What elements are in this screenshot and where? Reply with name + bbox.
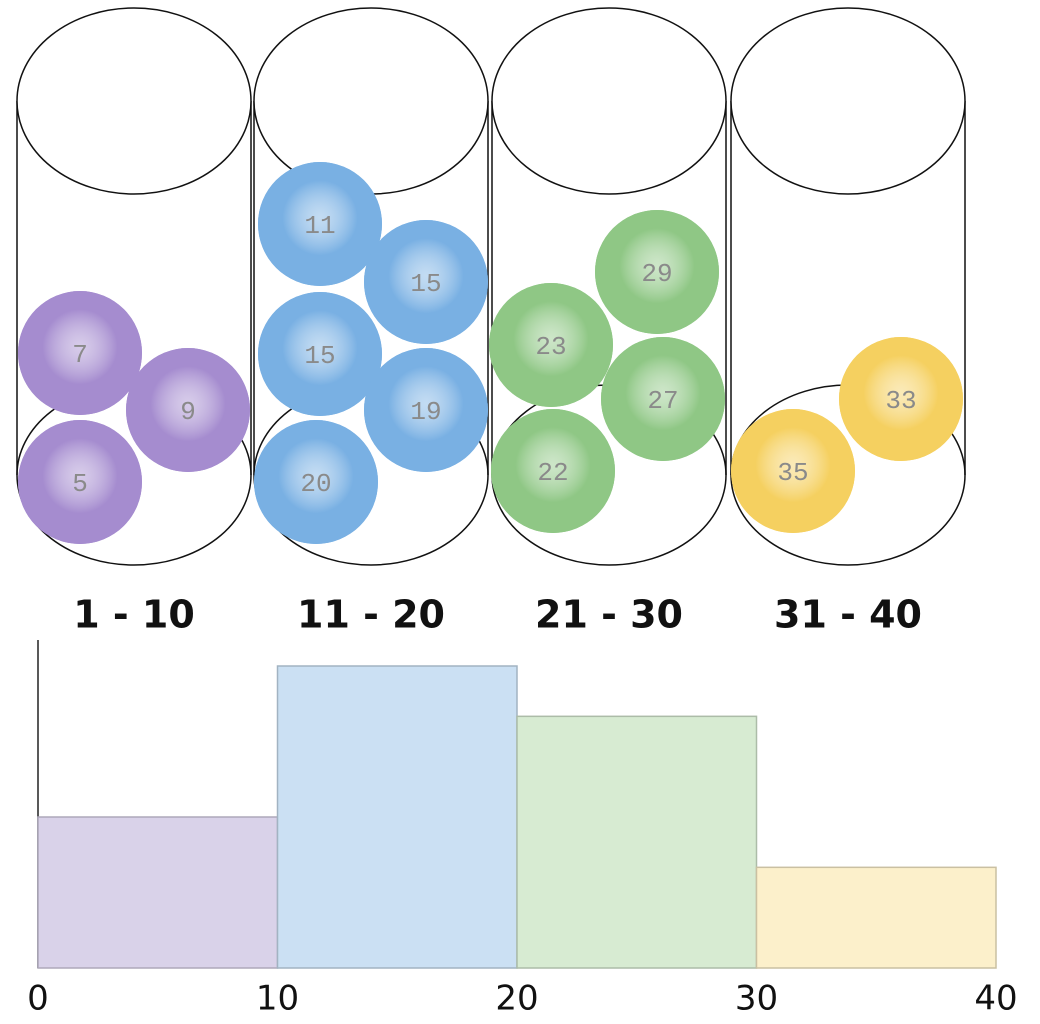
cylinder-top bbox=[491, 7, 727, 195]
bucket-label: 21 - 30 bbox=[535, 593, 683, 637]
ball-number: 5 bbox=[72, 469, 88, 499]
ball-shine bbox=[364, 220, 488, 344]
cylinder: 23 29 27 22 bbox=[489, 7, 727, 566]
ball-number: 22 bbox=[537, 458, 568, 488]
ball-number: 35 bbox=[777, 458, 808, 488]
ball-number: 19 bbox=[410, 397, 441, 427]
ball-number: 27 bbox=[647, 386, 678, 416]
ball-shine bbox=[258, 162, 382, 286]
ball-number: 11 bbox=[304, 211, 335, 241]
ball-shine bbox=[491, 409, 615, 533]
ball-number: 15 bbox=[304, 341, 335, 371]
ball-shine bbox=[839, 337, 963, 461]
ball-number: 15 bbox=[410, 269, 441, 299]
ball-shine bbox=[595, 210, 719, 334]
cylinder: 33 35 bbox=[730, 7, 966, 566]
ball-number: 23 bbox=[535, 332, 566, 362]
cylinder: 11 15 15 19 20 bbox=[253, 7, 489, 566]
bar bbox=[755, 866, 997, 969]
x-tick-label: 0 bbox=[27, 979, 49, 1019]
ball-shine bbox=[731, 409, 855, 533]
cylinder: 7 9 5 bbox=[16, 7, 252, 566]
bucket-label: 1 - 10 bbox=[73, 593, 195, 637]
bucket-label: 11 - 20 bbox=[297, 593, 445, 637]
cylinder-top bbox=[730, 7, 966, 195]
cylinder-top bbox=[16, 7, 252, 195]
ball-number: 7 bbox=[72, 340, 88, 370]
bar bbox=[37, 816, 279, 969]
ball-shine bbox=[18, 291, 142, 415]
ball-number: 29 bbox=[641, 259, 672, 289]
ball-shine bbox=[601, 337, 725, 461]
bar bbox=[516, 715, 758, 969]
ball-number: 33 bbox=[885, 386, 916, 416]
cylinder-top bbox=[253, 7, 489, 195]
ball-shine bbox=[258, 292, 382, 416]
ball-shine bbox=[489, 283, 613, 407]
x-tick-label: 30 bbox=[735, 979, 778, 1019]
ball-shine bbox=[126, 348, 250, 472]
ball-shine bbox=[364, 348, 488, 472]
x-tick-label: 10 bbox=[256, 979, 299, 1019]
ball-shine bbox=[18, 420, 142, 544]
bucket-label: 31 - 40 bbox=[774, 593, 922, 637]
ball-number: 20 bbox=[300, 469, 331, 499]
ball-shine bbox=[254, 420, 378, 544]
bar bbox=[276, 665, 518, 969]
x-tick-label: 20 bbox=[495, 979, 538, 1019]
x-tick-label: 40 bbox=[974, 979, 1017, 1019]
ball-number: 9 bbox=[180, 397, 196, 427]
